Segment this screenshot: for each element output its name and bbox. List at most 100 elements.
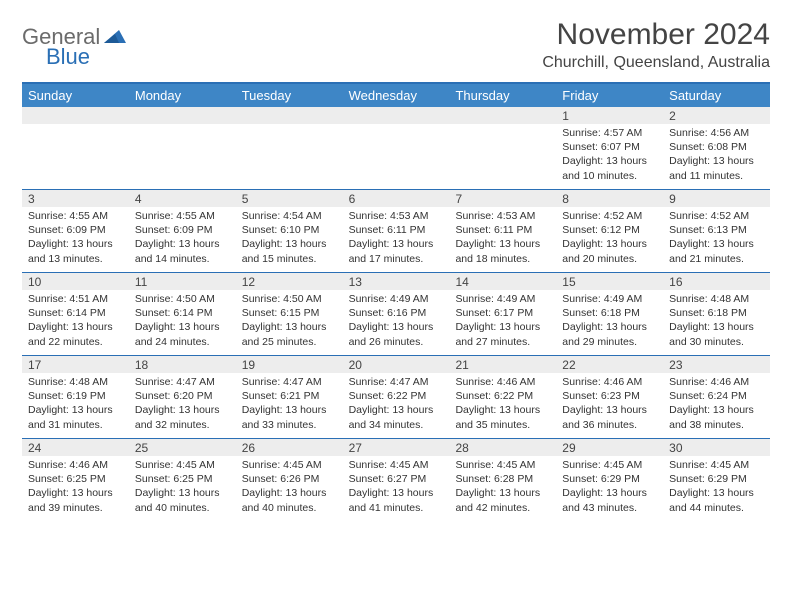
daylight-text: Daylight: 13 hours and 36 minutes. (562, 403, 657, 431)
day-number: 2 (663, 107, 770, 124)
day-cell: 22Sunrise: 4:46 AMSunset: 6:23 PMDayligh… (556, 356, 663, 438)
day-cell: 27Sunrise: 4:45 AMSunset: 6:27 PMDayligh… (343, 439, 450, 521)
daylight-text: Daylight: 13 hours and 27 minutes. (455, 320, 550, 348)
sunrise-text: Sunrise: 4:52 AM (562, 209, 657, 223)
day-number (343, 107, 450, 124)
day-number: 3 (22, 190, 129, 207)
day-header: Friday (556, 84, 663, 107)
day-header: Wednesday (343, 84, 450, 107)
sunset-text: Sunset: 6:17 PM (455, 306, 550, 320)
sunrise-text: Sunrise: 4:46 AM (562, 375, 657, 389)
sunrise-text: Sunrise: 4:53 AM (455, 209, 550, 223)
day-cell: 13Sunrise: 4:49 AMSunset: 6:16 PMDayligh… (343, 273, 450, 355)
day-body: Sunrise: 4:47 AMSunset: 6:20 PMDaylight:… (129, 373, 236, 436)
day-cell: 12Sunrise: 4:50 AMSunset: 6:15 PMDayligh… (236, 273, 343, 355)
day-header: Tuesday (236, 84, 343, 107)
day-cell: 17Sunrise: 4:48 AMSunset: 6:19 PMDayligh… (22, 356, 129, 438)
day-body: Sunrise: 4:52 AMSunset: 6:13 PMDaylight:… (663, 207, 770, 270)
sunrise-text: Sunrise: 4:46 AM (28, 458, 123, 472)
sunrise-text: Sunrise: 4:47 AM (135, 375, 230, 389)
day-body (22, 124, 129, 184)
day-number: 25 (129, 439, 236, 456)
day-cell: 14 Sunrise: 4:49 AMSunset: 6:17 PMDayligh… (449, 273, 556, 355)
daylight-text: Daylight: 13 hours and 11 minutes. (669, 154, 764, 182)
day-cell: 5Sunrise: 4:54 AMSunset: 6:10 PMDaylight… (236, 190, 343, 272)
day-number: 16 (663, 273, 770, 290)
day-number: 12 (236, 273, 343, 290)
day-body: Sunrise: 4:56 AMSunset: 6:08 PMDaylight:… (663, 124, 770, 187)
sunset-text: Sunset: 6:13 PM (669, 223, 764, 237)
day-header: Saturday (663, 84, 770, 107)
sunrise-text: Sunrise: 4:46 AM (455, 375, 550, 389)
sunrise-text: Sunrise: 4:47 AM (242, 375, 337, 389)
day-cell: 28Sunrise: 4:45 AMSunset: 6:28 PMDayligh… (449, 439, 556, 521)
sunset-text: Sunset: 6:18 PM (669, 306, 764, 320)
title-block: November 2024 Churchill, Queensland, Aus… (542, 18, 770, 72)
daylight-text: Daylight: 13 hours and 20 minutes. (562, 237, 657, 265)
day-body: Sunrise: 4:49 AMSunset: 6:16 PMDaylight:… (343, 290, 450, 353)
sunrise-text: Sunrise: 4:45 AM (242, 458, 337, 472)
day-number (449, 107, 556, 124)
day-body: Sunrise: 4:51 AMSunset: 6:14 PMDaylight:… (22, 290, 129, 353)
sunset-text: Sunset: 6:26 PM (242, 472, 337, 486)
day-cell: 3Sunrise: 4:55 AMSunset: 6:09 PMDaylight… (22, 190, 129, 272)
day-body (343, 124, 450, 184)
sunset-text: Sunset: 6:16 PM (349, 306, 444, 320)
sunset-text: Sunset: 6:23 PM (562, 389, 657, 403)
day-number: 14 (449, 273, 556, 290)
logo-triangle-icon (104, 27, 126, 48)
daylight-text: Daylight: 13 hours and 43 minutes. (562, 486, 657, 514)
day-cell: 4Sunrise: 4:55 AMSunset: 6:09 PMDaylight… (129, 190, 236, 272)
daylight-text: Daylight: 13 hours and 21 minutes. (669, 237, 764, 265)
sunset-text: Sunset: 6:19 PM (28, 389, 123, 403)
daylight-text: Daylight: 13 hours and 17 minutes. (349, 237, 444, 265)
day-number: 28 (449, 439, 556, 456)
sunrise-text: Sunrise: 4:55 AM (28, 209, 123, 223)
day-body: Sunrise: 4:55 AMSunset: 6:09 PMDaylight:… (22, 207, 129, 270)
daylight-text: Daylight: 13 hours and 18 minutes. (455, 237, 550, 265)
day-cell: 26Sunrise: 4:45 AMSunset: 6:26 PMDayligh… (236, 439, 343, 521)
sunrise-text: Sunrise: 4:48 AM (28, 375, 123, 389)
sunset-text: Sunset: 6:29 PM (562, 472, 657, 486)
day-cell: 19Sunrise: 4:47 AMSunset: 6:21 PMDayligh… (236, 356, 343, 438)
sunset-text: Sunset: 6:15 PM (242, 306, 337, 320)
sunrise-text: Sunrise: 4:47 AM (349, 375, 444, 389)
day-body: Sunrise: 4:47 AMSunset: 6:22 PMDaylight:… (343, 373, 450, 436)
sunset-text: Sunset: 6:22 PM (349, 389, 444, 403)
sunrise-text: Sunrise: 4:46 AM (669, 375, 764, 389)
day-header: Monday (129, 84, 236, 107)
day-body (129, 124, 236, 184)
day-cell: 15Sunrise: 4:49 AMSunset: 6:18 PMDayligh… (556, 273, 663, 355)
daylight-text: Daylight: 13 hours and 41 minutes. (349, 486, 444, 514)
day-body: Sunrise: 4:53 AMSunset: 6:11 PMDaylight:… (449, 207, 556, 270)
day-body: Sunrise: 4:45 AMSunset: 6:25 PMDaylight:… (129, 456, 236, 519)
day-number: 24 (22, 439, 129, 456)
calendar: Sunday Monday Tuesday Wednesday Thursday… (22, 82, 770, 521)
day-cell: 24Sunrise: 4:46 AMSunset: 6:25 PMDayligh… (22, 439, 129, 521)
day-body: Sunrise: 4:52 AMSunset: 6:12 PMDaylight:… (556, 207, 663, 270)
day-cell: 7Sunrise: 4:53 AMSunset: 6:11 PMDaylight… (449, 190, 556, 272)
sunrise-text: Sunrise: 4:49 AM (562, 292, 657, 306)
daylight-text: Daylight: 13 hours and 14 minutes. (135, 237, 230, 265)
sunrise-text: Sunrise: 4:54 AM (242, 209, 337, 223)
sunrise-text: Sunrise: 4:45 AM (135, 458, 230, 472)
sunset-text: Sunset: 6:14 PM (28, 306, 123, 320)
weeks-container: 1Sunrise: 4:57 AMSunset: 6:07 PMDaylight… (22, 107, 770, 521)
day-body: Sunrise: 4:54 AMSunset: 6:10 PMDaylight:… (236, 207, 343, 270)
day-number: 21 (449, 356, 556, 373)
sunrise-text: Sunrise: 4:45 AM (349, 458, 444, 472)
day-cell: 30Sunrise: 4:45 AMSunset: 6:29 PMDayligh… (663, 439, 770, 521)
sunset-text: Sunset: 6:24 PM (669, 389, 764, 403)
day-number: 9 (663, 190, 770, 207)
day-number: 17 (22, 356, 129, 373)
day-cell: 29Sunrise: 4:45 AMSunset: 6:29 PMDayligh… (556, 439, 663, 521)
day-number: 7 (449, 190, 556, 207)
daylight-text: Daylight: 13 hours and 13 minutes. (28, 237, 123, 265)
calendar-header-row: Sunday Monday Tuesday Wednesday Thursday… (22, 84, 770, 107)
day-body: Sunrise: 4:57 AMSunset: 6:07 PMDaylight:… (556, 124, 663, 187)
sunrise-text: Sunrise: 4:48 AM (669, 292, 764, 306)
day-number: 4 (129, 190, 236, 207)
daylight-text: Daylight: 13 hours and 40 minutes. (242, 486, 337, 514)
day-cell: 20Sunrise: 4:47 AMSunset: 6:22 PMDayligh… (343, 356, 450, 438)
sunrise-text: Sunrise: 4:49 AM (455, 292, 550, 306)
